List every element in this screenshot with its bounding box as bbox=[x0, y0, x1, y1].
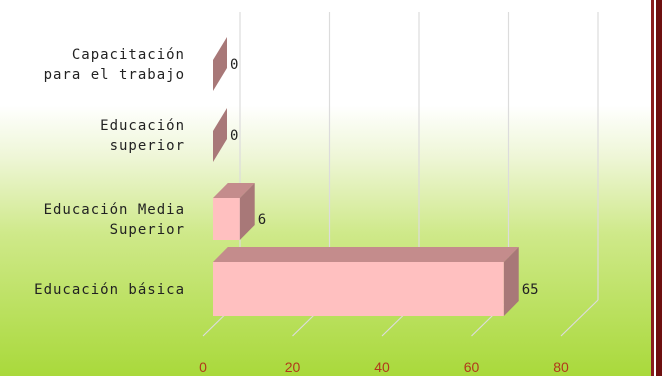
category-label: Educación básica bbox=[34, 282, 185, 298]
bar-top bbox=[213, 183, 255, 198]
data-label: 0 bbox=[230, 128, 238, 144]
category-label: Capacitación bbox=[72, 47, 185, 63]
data-label: 6 bbox=[258, 212, 266, 228]
floor-gridline bbox=[560, 299, 599, 337]
category-label: superior bbox=[110, 138, 185, 154]
x-tick-label: 60 bbox=[464, 359, 480, 375]
x-tick-label: 80 bbox=[553, 359, 569, 375]
data-label: 0 bbox=[230, 57, 238, 73]
bar bbox=[213, 37, 227, 91]
bar bbox=[213, 108, 227, 162]
bar-side bbox=[239, 183, 255, 240]
x-tick-label: 0 bbox=[199, 359, 207, 375]
bar bbox=[213, 198, 240, 240]
category-label: Educación Media bbox=[44, 202, 185, 218]
category-label: para el trabajo bbox=[44, 67, 185, 83]
data-label: 65 bbox=[522, 282, 539, 298]
x-tick-label: 20 bbox=[285, 359, 301, 375]
bar-side bbox=[503, 247, 519, 316]
x-tick-label: 40 bbox=[374, 359, 390, 375]
bar-top bbox=[213, 247, 519, 262]
right-border bbox=[651, 0, 662, 376]
category-label: Educación bbox=[100, 118, 185, 134]
category-label: Superior bbox=[110, 222, 185, 238]
bar bbox=[213, 262, 504, 316]
